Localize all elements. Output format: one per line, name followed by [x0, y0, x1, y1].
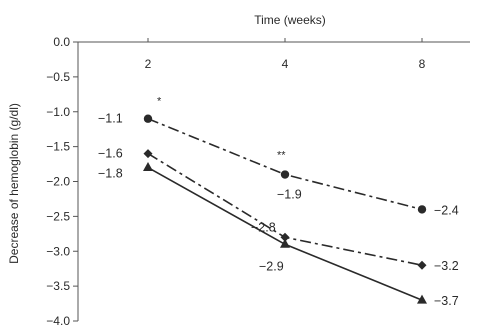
- significance-marker: **: [277, 150, 286, 162]
- data-labels: −1.1 −1.9 −2.4 −1.6 −2.8 −3.2 −1.8 −2.9 −3.7: [98, 112, 459, 308]
- data-point: [280, 238, 290, 248]
- data-point: [280, 170, 290, 179]
- data-label: −3.2: [434, 259, 459, 273]
- data-point: [143, 149, 153, 159]
- y-tick-label: −1.5: [46, 140, 70, 154]
- y-tick-label: −1.0: [46, 105, 70, 119]
- axes: [77, 41, 470, 321]
- data-label: −1.8: [98, 167, 123, 181]
- y-tick-label: 0.0: [53, 35, 70, 49]
- y-tick-label: −2.5: [46, 209, 70, 223]
- y-tick-label: −3.0: [46, 244, 70, 258]
- y-tick-label: −4.0: [46, 314, 70, 325]
- x-categories: 2 4 8: [145, 38, 426, 71]
- data-point: [143, 114, 153, 123]
- data-label: −2.8: [251, 220, 276, 234]
- x-category-label: 8: [419, 57, 426, 71]
- data-point: [417, 205, 427, 214]
- data-label: −1.9: [277, 188, 302, 202]
- data-point: [417, 260, 427, 270]
- data-label: −2.4: [434, 203, 459, 217]
- data-label: −1.6: [98, 147, 123, 161]
- annotations: ***: [157, 96, 286, 162]
- data-point: [143, 162, 153, 172]
- data-point: [280, 232, 290, 242]
- series: [143, 114, 427, 304]
- significance-marker: *: [157, 96, 162, 108]
- y-tick-label: −0.5: [46, 70, 70, 84]
- y-axis-title: Decrease of hemoglobin (g/dl): [7, 103, 21, 264]
- x-category-label: 4: [282, 57, 289, 71]
- data-label: −3.7: [434, 294, 459, 308]
- y-tick-label: −2.0: [46, 175, 70, 189]
- y-tick-label: −3.5: [46, 279, 70, 293]
- data-label: −2.9: [259, 259, 284, 273]
- data-label: −1.1: [98, 112, 123, 126]
- data-point: [417, 294, 427, 304]
- x-category-label: 2: [145, 57, 152, 71]
- x-axis-title: Time (weeks): [254, 13, 326, 27]
- y-ticks: 0.0 −0.5 −1.0 −1.5 −2.0 −2.5 −3.0 −3.5 −4.0: [46, 35, 78, 325]
